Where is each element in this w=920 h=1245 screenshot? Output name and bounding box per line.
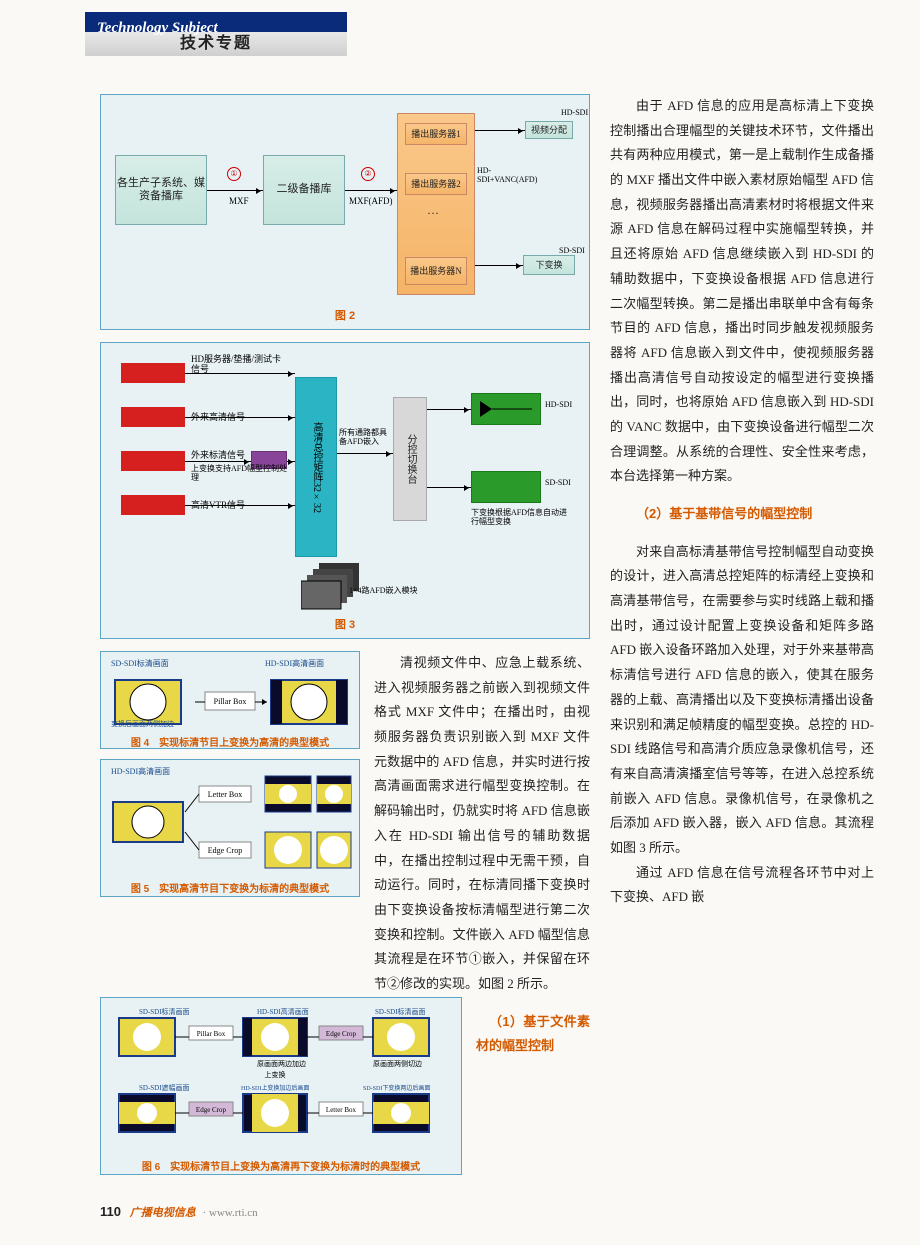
svg-text:SD-SDI下变换两边后画面: SD-SDI下变换两边后画面 <box>363 1084 430 1092</box>
fig2-side-label: HD-SDI+VANC(AFD) <box>477 167 525 185</box>
svg-text:Edge Crop: Edge Crop <box>208 846 242 855</box>
fig3-cyan: 高清总控矩阵32×32 <box>295 377 337 557</box>
fig5-svg: Letter Box Edge Crop <box>107 768 355 876</box>
figure-5-label: 图 5 实现高清节目下变换为标清的典型模式 <box>107 880 353 899</box>
page-number: 110 <box>100 1204 121 1219</box>
fig3-rlabel-1: HD服务器/垫播/测试卡信号 <box>191 355 281 375</box>
figure-2: 各生产子系统、媒资备播库 二级备播库 播出服务器1 播出服务器2 … 播出服务器… <box>100 94 590 330</box>
fig2-circle-2: ② <box>361 167 375 181</box>
fig6-side-text: （1）基于文件素材的幅型控制 <box>476 997 590 1185</box>
fig3-ar1 <box>185 373 295 374</box>
fig3-stack-label: 1×4路AFD嵌入模块 <box>349 587 421 596</box>
svg-text:Letter Box: Letter Box <box>208 790 242 799</box>
fig2-arrow-2 <box>345 190 397 191</box>
fig2-arrow-1 <box>207 190 263 191</box>
fig3-ar2 <box>185 417 295 418</box>
svg-text:原画面两边加边: 原画面两边加边 <box>257 1059 306 1068</box>
fig2-node-c1: 播出服务器1 <box>405 123 467 145</box>
figure-3-label: 图 3 <box>101 615 589 636</box>
figure-2-label: 图 2 <box>101 306 589 327</box>
svg-text:Letter Box: Letter Box <box>326 1106 357 1114</box>
fig3-mid-note: 所有通路都具备AFD嵌入 <box>339 429 393 447</box>
figure-6-label: 图 6 实现标清节目上变换为高清再下变换为标清时的典型模式 <box>107 1158 455 1177</box>
figure-3: HD服务器/垫播/测试卡信号 外来高清信号 外来标清信号 高清VTR信号 上变换… <box>100 342 590 639</box>
figure-4-label: 图 4 实现标清节目上变换为高清的典型模式 <box>107 734 353 753</box>
fig2-arrow-2-label: MXF(AFD) <box>349 193 393 210</box>
svg-text:上变换: 上变换 <box>265 1070 286 1079</box>
svg-text:Pillar Box: Pillar Box <box>197 1030 226 1038</box>
svg-text:Edge Crop: Edge Crop <box>326 1030 357 1038</box>
fig3-ar7 <box>427 487 471 488</box>
fig5-l1: HD-SDI高清画面 <box>111 764 170 779</box>
figure-6: SD-SDI标清画面 HD-SDI高清画面 SD-SDI标清画面 Pillar … <box>100 997 462 1175</box>
fig3-ar5 <box>337 453 393 454</box>
fig2-node-b: 二级备播库 <box>263 155 345 225</box>
fig3-red-3 <box>121 451 185 471</box>
figure-5: HD-SDI高清画面 Letter Box Edge Crop 图 5 实现高清… <box>100 759 360 897</box>
fig3-ar6 <box>427 409 471 410</box>
fig3-red-1 <box>121 363 185 383</box>
fig3-purple-label: 上变换支持AFD幅型控制处理 <box>191 465 287 483</box>
middle-sub-1: （1）基于文件素材的幅型控制 <box>476 1010 590 1059</box>
fig2-arrow-1-label: MXF <box>229 193 249 210</box>
fig3-ar4 <box>185 505 295 506</box>
fig2-circle-1: ① <box>227 167 241 181</box>
fig4-left-label: SD-SDI标清画面 <box>111 656 169 671</box>
content: 各生产子系统、媒资备播库 二级备播库 播出服务器1 播出服务器2 … 播出服务器… <box>100 94 875 1195</box>
fig2-node-dots: … <box>427 203 439 217</box>
middle-text-column: 清视频文件中、应急上载系统、进入视频服务器之前嵌入到视频文件格式 MXF 文件中… <box>374 651 590 997</box>
page: Technology Subject 技术专题 各生产子系统、媒资备播库 二级备… <box>0 0 920 1245</box>
footer: 110 广播电视信息 · www.rti.cn <box>100 1200 258 1225</box>
header-english: Technology Subject <box>85 12 347 32</box>
fig3-green-1 <box>471 393 541 425</box>
publication-url: · www.rti.cn <box>202 1207 257 1219</box>
small-figures-column: SD-SDI标清画面 HD-SDI高清画面 Pillar Box 变换后画面两侧… <box>100 651 360 997</box>
right-para-3: 通过 AFD 信息在信号流程各环节中对上下变换、AFD 嵌 <box>610 861 874 910</box>
fig6-svg: SD-SDI标清画面 HD-SDI高清画面 SD-SDI标清画面 Pillar … <box>107 1004 457 1154</box>
publication-name: 广播电视信息 <box>130 1207 196 1219</box>
fig2-arrow-4 <box>475 265 523 266</box>
svg-text:原画面两侧切边: 原画面两侧切边 <box>373 1059 422 1068</box>
right-sub-2: （2）基于基带信号的幅型控制 <box>610 502 874 527</box>
svg-text:SD-SDI标清画面: SD-SDI标清画面 <box>375 1007 426 1016</box>
right-para-1: 由于 AFD 信息的应用是高标清上下变换控制播出合理幅型的关键技术环节，文件播出… <box>610 94 874 489</box>
svg-text:SD-SDI遮幅画面: SD-SDI遮幅画面 <box>139 1083 190 1092</box>
svg-text:Edge Crop: Edge Crop <box>196 1106 227 1114</box>
fig2-node-c3: 播出服务器N <box>405 257 467 285</box>
svg-text:HD-SDI上变换加边后画面: HD-SDI上变换加边后画面 <box>241 1084 309 1092</box>
fig3-grey: 分控切换台 <box>393 397 427 521</box>
right-text-column: 由于 AFD 信息的应用是高标清上下变换控制播出合理幅型的关键技术环节，文件播出… <box>610 94 874 910</box>
fig3-green-2 <box>471 471 541 503</box>
fig2-arrow-3 <box>475 130 525 131</box>
fig3-bottom-note: 下变换根据AFD信息自动进行幅型变换 <box>471 509 571 527</box>
middle-para-1: 清视频文件中、应急上载系统、进入视频服务器之前嵌入到视频文件格式 MXF 文件中… <box>374 651 590 997</box>
header: Technology Subject 技术专题 <box>85 12 347 56</box>
fig3-glabel-1: HD-SDI <box>545 397 572 412</box>
svg-text:HD-SDI高清画面: HD-SDI高清画面 <box>257 1007 309 1016</box>
fig2-sdsdi-label: SD-SDI <box>559 243 585 258</box>
fig2-node-d: 视频分配 <box>525 121 573 139</box>
fig2-hdsdi-label: HD-SDI <box>561 105 588 120</box>
fig3-red-4 <box>121 495 185 515</box>
fig2-node-a: 各生产子系统、媒资备播库 <box>115 155 207 225</box>
fig2-node-c2: 播出服务器2 <box>405 173 467 195</box>
fig6-row: SD-SDI标清画面 HD-SDI高清画面 SD-SDI标清画面 Pillar … <box>100 997 875 1185</box>
svg-text:Pillar Box: Pillar Box <box>214 697 247 706</box>
fig3-ar3b <box>287 461 295 462</box>
fig3-ar3a <box>185 461 251 462</box>
fig4-right-label: HD-SDI高清画面 <box>265 656 324 671</box>
fig3-red-2 <box>121 407 185 427</box>
right-para-2: 对来自高标清基带信号控制幅型自动变换的设计，进入高清总控矩阵的标清经上变换和高清… <box>610 540 874 861</box>
svg-text:SD-SDI标清画面: SD-SDI标清画面 <box>139 1007 190 1016</box>
fig3-glabel-2: SD-SDI <box>545 475 571 490</box>
figure-4: SD-SDI标清画面 HD-SDI高清画面 Pillar Box 变换后画面两侧… <box>100 651 360 749</box>
fig4-bottom-label: 变换后画面两侧加边 <box>111 718 174 731</box>
